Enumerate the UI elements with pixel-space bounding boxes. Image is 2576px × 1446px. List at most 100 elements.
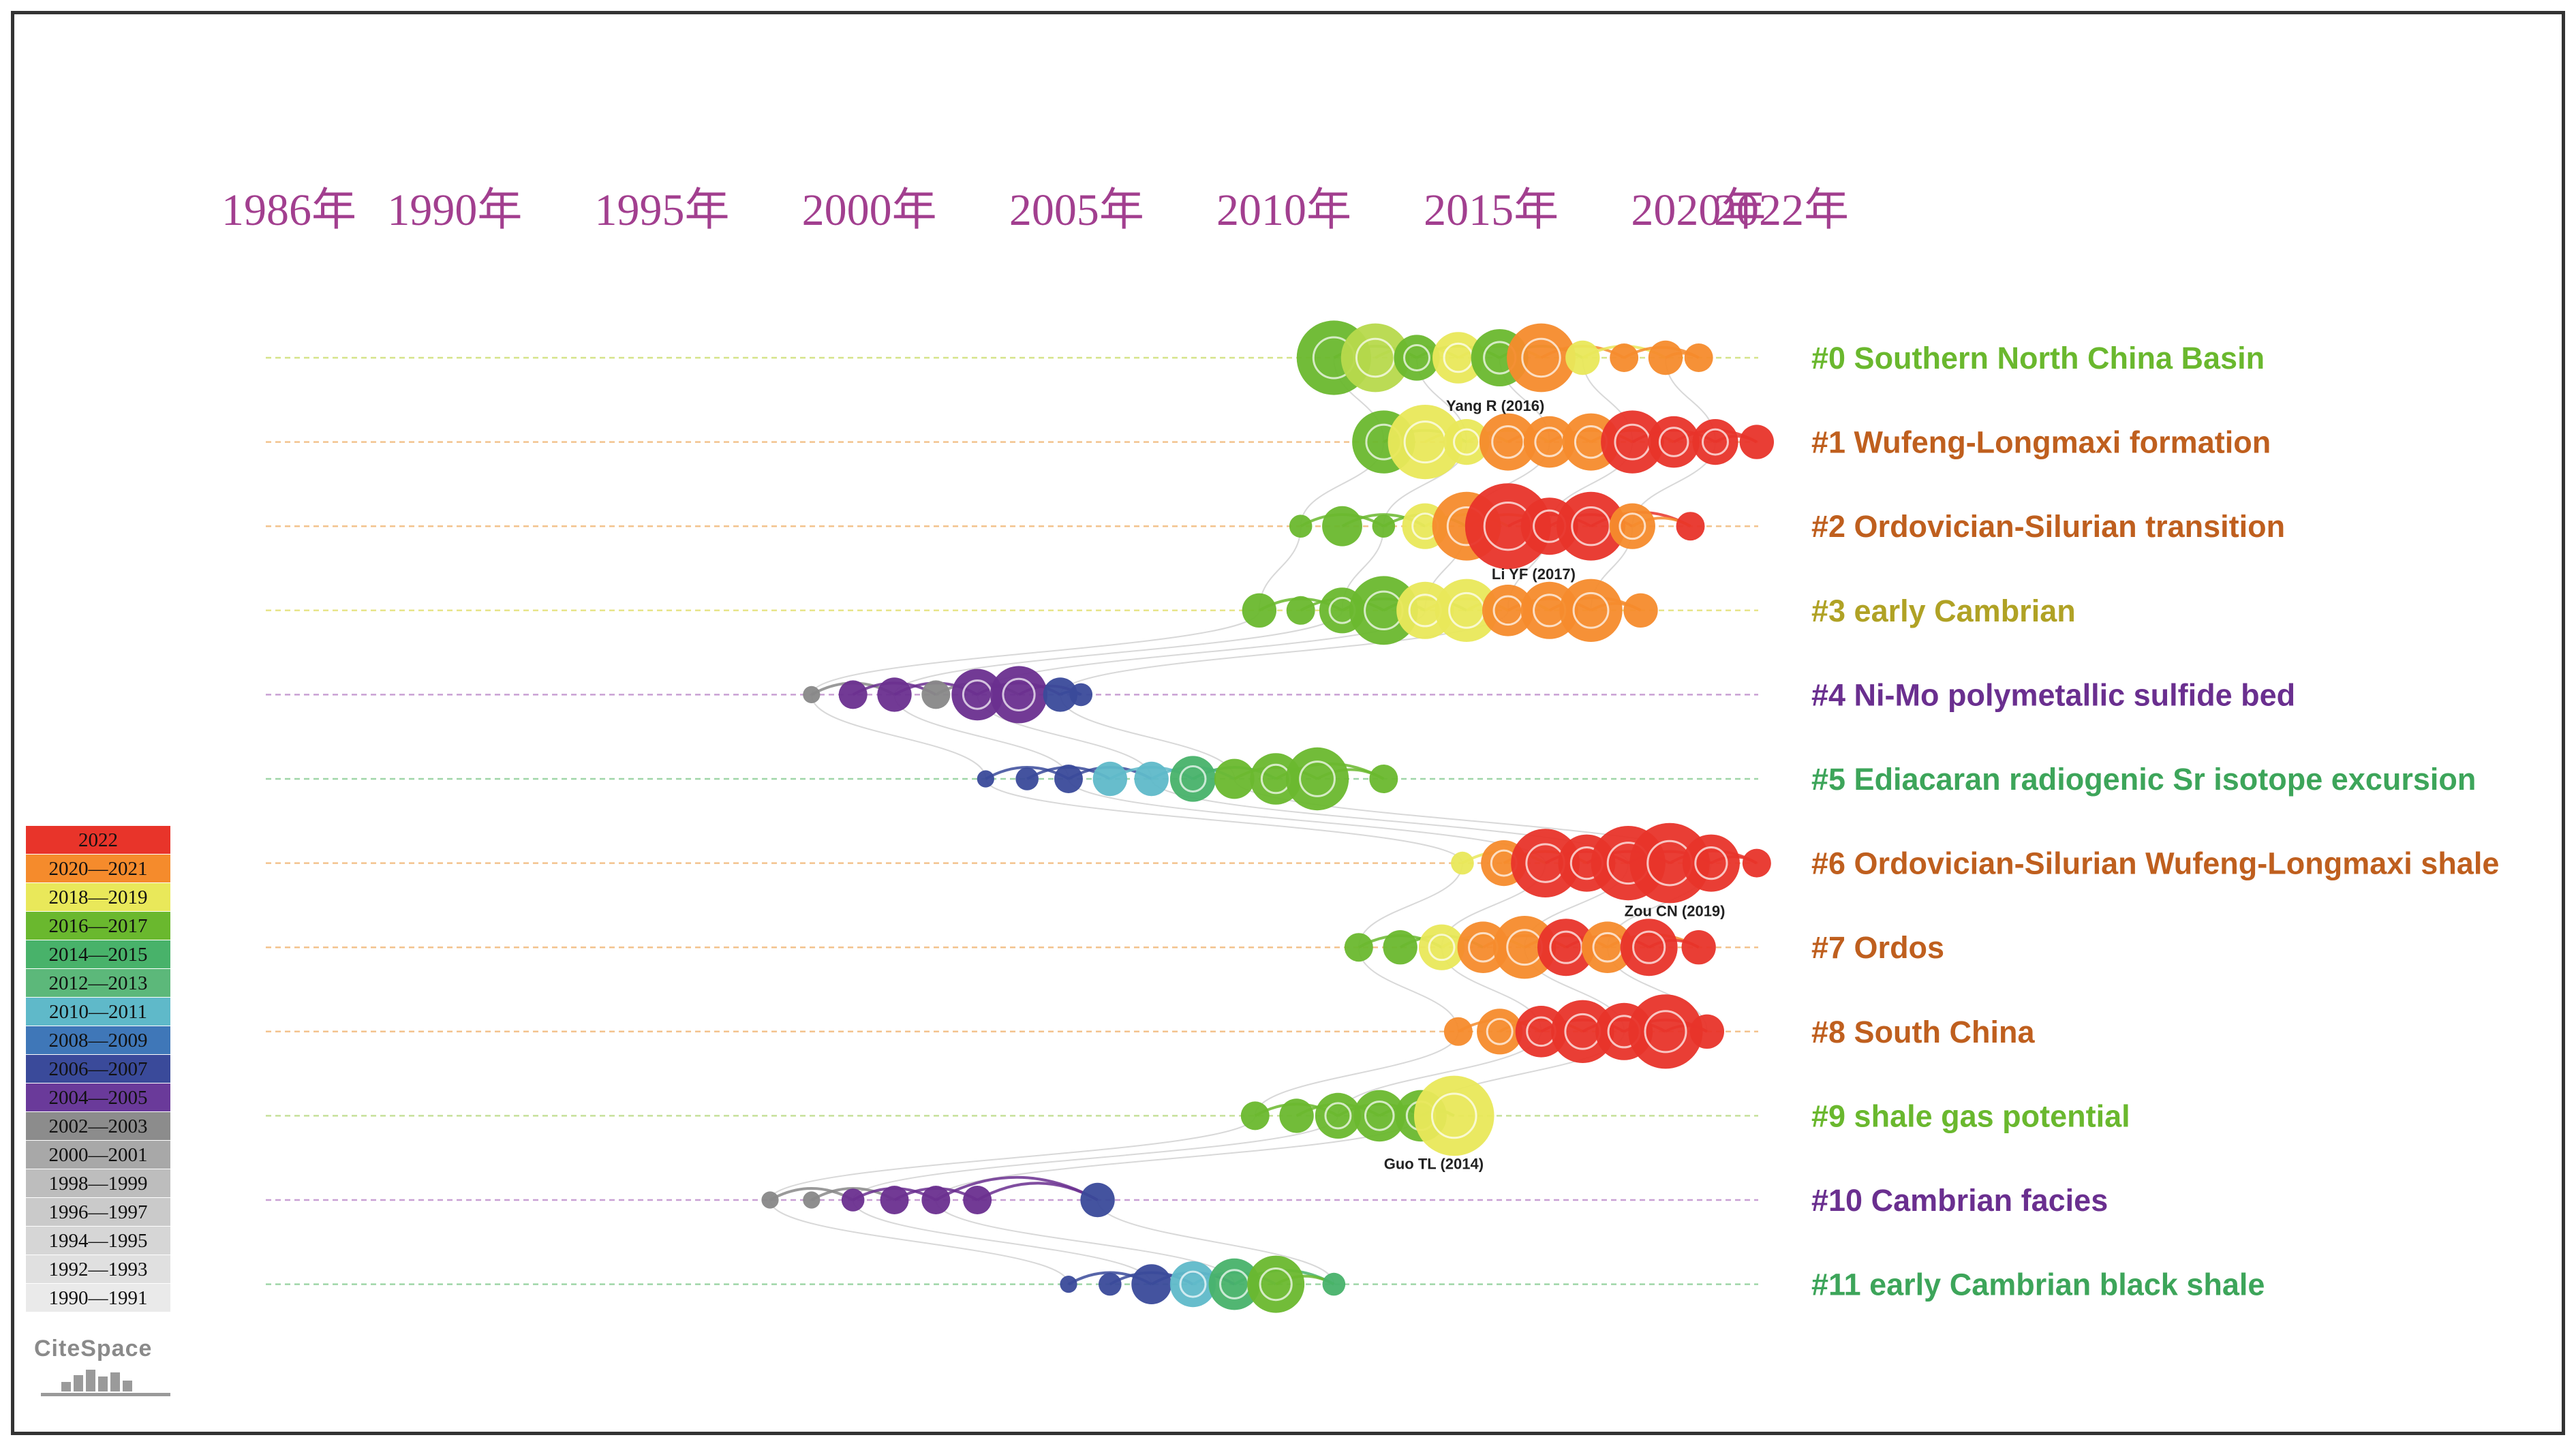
reference-node[interactable]	[1353, 1090, 1406, 1142]
reference-node[interactable]	[1285, 747, 1349, 811]
reference-node[interactable]	[1315, 1092, 1362, 1139]
reference-node[interactable]	[1242, 593, 1277, 628]
reference-node[interactable]	[977, 770, 994, 788]
node-ring	[1179, 765, 1207, 793]
reference-node[interactable]	[1286, 596, 1315, 625]
reference-node[interactable]	[1015, 767, 1039, 790]
reference-node[interactable]	[1413, 1075, 1494, 1156]
year-label: 2020年	[1631, 185, 1766, 235]
reference-node[interactable]	[1477, 1009, 1523, 1055]
reference-node[interactable]	[1240, 1101, 1270, 1130]
reference-node[interactable]	[1372, 514, 1396, 538]
reference-node[interactable]	[1387, 405, 1462, 480]
reference-node[interactable]	[1623, 593, 1658, 628]
reference-node[interactable]	[1134, 761, 1169, 797]
reference-node[interactable]	[1369, 765, 1398, 793]
cluster-lane	[266, 822, 1771, 904]
legend-item: 2004—2005	[26, 1083, 170, 1112]
node-ring	[1644, 1010, 1687, 1053]
reference-node[interactable]	[1322, 506, 1362, 547]
reference-node[interactable]	[921, 680, 951, 709]
node-ring	[1632, 930, 1666, 964]
reference-node[interactable]	[1684, 343, 1713, 372]
node-annotation: Yang R (2016)	[1446, 397, 1544, 414]
reference-node[interactable]	[1628, 994, 1703, 1069]
reference-node[interactable]	[1523, 416, 1576, 468]
reference-node[interactable]	[1682, 834, 1740, 892]
reference-node[interactable]	[1247, 1255, 1305, 1313]
node-annotation: Li YF (2017)	[1492, 566, 1576, 583]
reference-node[interactable]	[1131, 1264, 1172, 1304]
citation-link	[769, 1116, 1256, 1201]
cluster-lane	[266, 666, 1758, 724]
cluster-lanes	[266, 320, 1775, 1313]
reference-node[interactable]	[1080, 1182, 1115, 1218]
reference-node[interactable]	[1099, 1272, 1122, 1296]
reference-node[interactable]	[1279, 1098, 1314, 1133]
reference-node[interactable]	[963, 1186, 992, 1214]
reference-node[interactable]	[1482, 585, 1534, 636]
reference-node[interactable]	[1344, 933, 1373, 962]
reference-node[interactable]	[1742, 848, 1771, 878]
reference-node[interactable]	[1676, 512, 1705, 541]
reference-node[interactable]	[1069, 683, 1093, 707]
reference-node[interactable]	[1443, 419, 1490, 465]
reference-node[interactable]	[1565, 340, 1600, 375]
reference-node[interactable]	[1629, 822, 1710, 904]
reference-node[interactable]	[1289, 514, 1313, 538]
reference-node[interactable]	[1043, 677, 1078, 712]
reference-node[interactable]	[1557, 491, 1625, 561]
reference-node[interactable]	[1551, 1000, 1614, 1064]
reference-node[interactable]	[921, 1186, 951, 1214]
reference-node[interactable]	[1537, 919, 1595, 976]
reference-node[interactable]	[1492, 916, 1557, 979]
reference-node[interactable]	[1465, 483, 1551, 570]
reference-node[interactable]	[1060, 1276, 1077, 1293]
reference-node[interactable]	[1739, 425, 1775, 459]
reference-node[interactable]	[1681, 930, 1716, 965]
reference-node[interactable]	[877, 677, 912, 712]
cluster-lane	[266, 405, 1775, 480]
reference-node[interactable]	[1435, 579, 1499, 642]
citation-link	[769, 1199, 1069, 1285]
reference-node[interactable]	[1451, 851, 1474, 875]
reference-node[interactable]	[1648, 416, 1700, 468]
reference-node[interactable]	[803, 1191, 821, 1209]
reference-node[interactable]	[1394, 335, 1440, 381]
reference-node[interactable]	[761, 1191, 779, 1209]
reference-node[interactable]	[1418, 924, 1465, 970]
reference-node[interactable]	[1443, 1017, 1473, 1046]
reference-node[interactable]	[1609, 503, 1655, 549]
cluster-lane	[266, 320, 1758, 395]
reference-node[interactable]	[838, 680, 868, 709]
reference-node[interactable]	[1349, 576, 1418, 645]
reference-node[interactable]	[1432, 332, 1484, 384]
reference-node[interactable]	[1208, 1258, 1261, 1310]
reference-node[interactable]	[1610, 343, 1639, 372]
reference-node[interactable]	[1559, 579, 1623, 642]
reference-node[interactable]	[1648, 340, 1683, 375]
cluster-labels: #0 Southern North China Basin #1 Wufeng-L…	[1811, 341, 2499, 1302]
reference-node[interactable]	[1383, 930, 1417, 965]
reference-node[interactable]	[1092, 761, 1128, 797]
reference-node[interactable]	[1507, 323, 1576, 393]
reference-node[interactable]	[803, 686, 821, 703]
reference-node[interactable]	[880, 1186, 909, 1214]
reference-node[interactable]	[1340, 323, 1410, 393]
reference-node[interactable]	[1054, 765, 1083, 793]
reference-node[interactable]	[1511, 829, 1580, 897]
figure-frame	[11, 11, 2565, 1435]
reference-node[interactable]	[1169, 756, 1216, 802]
reference-node[interactable]	[1322, 1272, 1346, 1296]
reference-node[interactable]	[841, 1188, 865, 1212]
reference-node[interactable]	[1214, 758, 1255, 799]
reference-node[interactable]	[1169, 1261, 1216, 1308]
reference-node[interactable]	[1620, 919, 1678, 976]
reference-node[interactable]	[951, 668, 1003, 721]
reference-node[interactable]	[1689, 1014, 1725, 1049]
reference-node[interactable]	[1479, 413, 1537, 471]
reference-node[interactable]	[1582, 921, 1634, 973]
reference-node[interactable]	[990, 666, 1047, 724]
reference-node[interactable]	[1692, 419, 1738, 465]
reference-node[interactable]	[1601, 410, 1664, 474]
